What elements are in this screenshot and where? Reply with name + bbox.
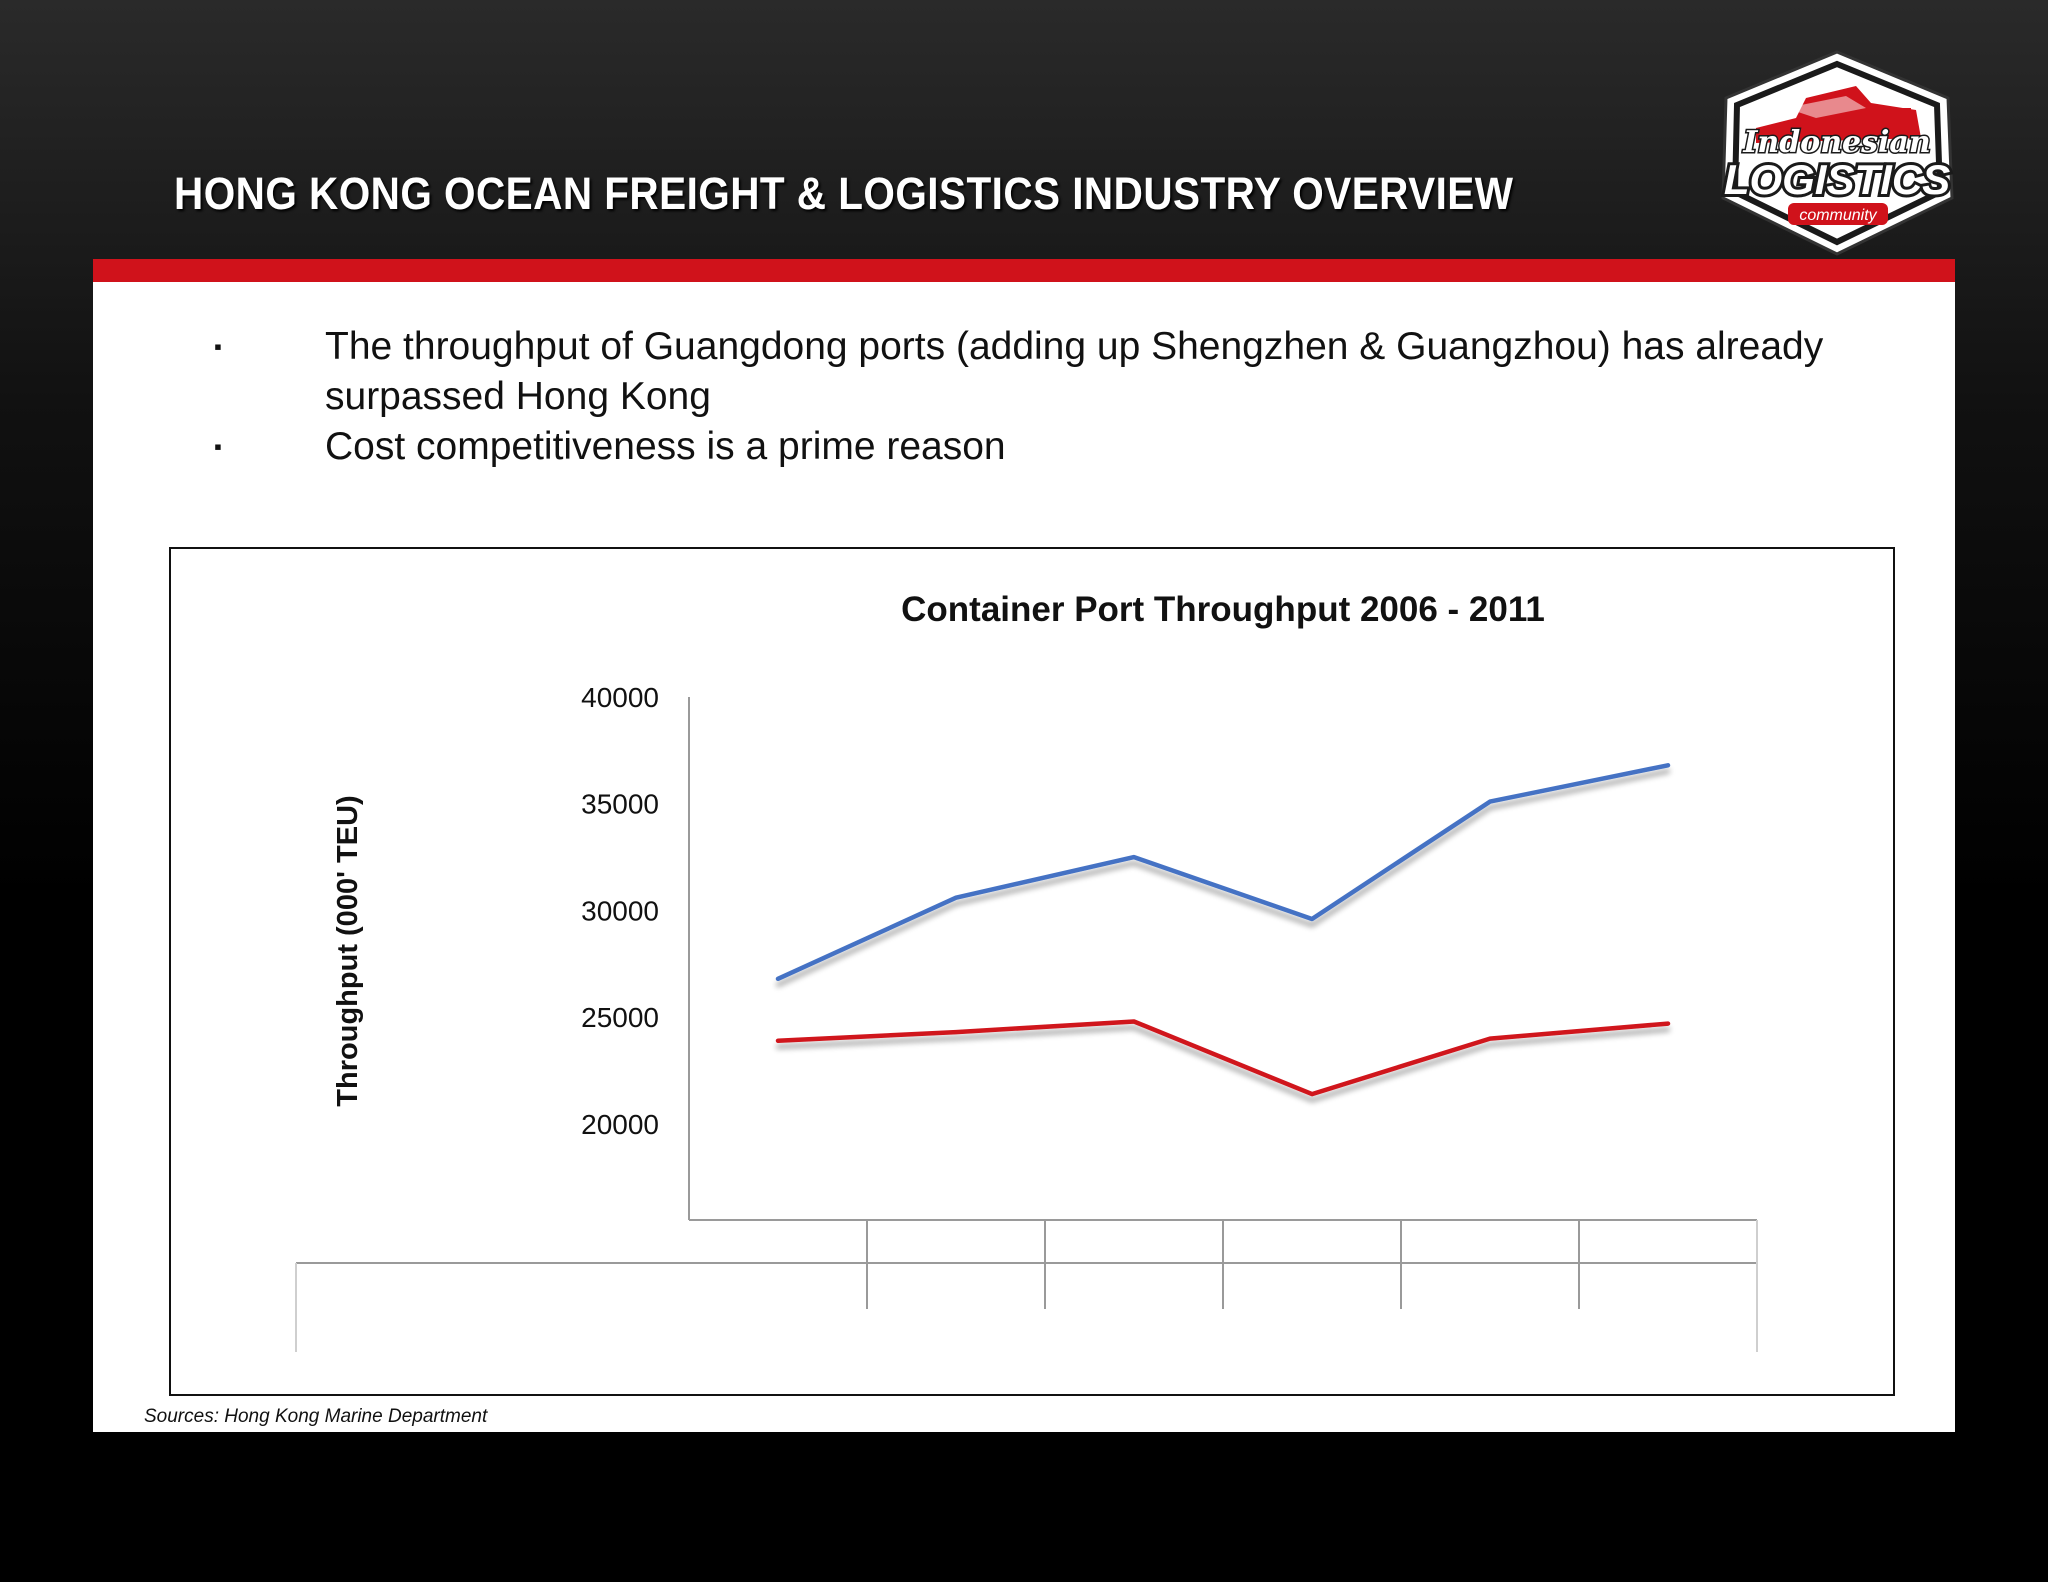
chart-axes xyxy=(295,697,1758,1352)
logo-line1: Indonesian xyxy=(1742,125,1930,160)
logo-line2: LOGISTICS xyxy=(1724,156,1950,203)
bullet-list: ▪ The throughput of Guangdong ports (add… xyxy=(173,322,1873,472)
y-axis-ticks: 40000 35000 30000 25000 20000 xyxy=(581,682,659,1140)
bullet-text: The throughput of Guangdong ports (addin… xyxy=(325,325,1824,418)
y-tick-label: 30000 xyxy=(581,895,659,926)
source-note: Sources: Hong Kong Marine Department xyxy=(144,1406,488,1427)
line-chart: Container Port Throughput 2006 - 2011 Th… xyxy=(295,590,1758,1352)
bullet-marker: ▪ xyxy=(214,334,222,359)
bullet-text: Cost competitiveness is a prime reason xyxy=(325,425,1006,468)
slide-content: ▪ The throughput of Guangdong ports (add… xyxy=(93,282,1955,1432)
series-layer xyxy=(775,763,1671,1097)
series-line xyxy=(775,1019,1671,1097)
bullet-marker: ▪ xyxy=(214,434,222,459)
series-line xyxy=(775,763,1671,982)
chart-container: Container Port Throughput 2006 - 2011 Th… xyxy=(169,547,1895,1396)
y-tick-label: 40000 xyxy=(581,682,659,713)
bullet-item: ▪ The throughput of Guangdong ports (add… xyxy=(173,322,1873,422)
y-axis-label: Throughput (000' TEU) xyxy=(332,795,364,1106)
chart-title: Container Port Throughput 2006 - 2011 xyxy=(901,590,1545,629)
logo-graphic: Indonesian LOGISTICS community xyxy=(1721,50,1954,256)
logo-line3: community xyxy=(1799,207,1877,224)
title-underline-bar xyxy=(93,259,1955,282)
bullet-item: ▪ Cost competitiveness is a prime reason xyxy=(173,422,1873,472)
y-tick-label: 35000 xyxy=(581,789,659,820)
y-tick-label: 25000 xyxy=(581,1002,659,1033)
indonesian-logistics-logo: Indonesian LOGISTICS community xyxy=(1716,48,1959,258)
y-tick-label: 20000 xyxy=(581,1109,659,1140)
slide-title: HONG KONG OCEAN FREIGHT & LOGISTICS INDU… xyxy=(174,168,1514,219)
